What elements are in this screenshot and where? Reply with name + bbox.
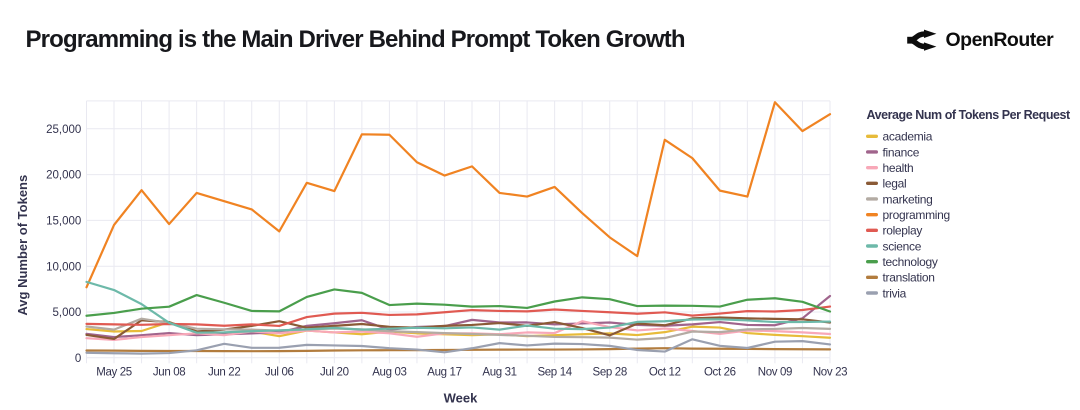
svg-text:marketing: marketing: [883, 192, 933, 206]
svg-text:academia: academia: [883, 130, 933, 144]
svg-text:Jun 22: Jun 22: [208, 366, 240, 378]
svg-text:Oct 12: Oct 12: [649, 366, 681, 378]
svg-text:May 25: May 25: [96, 366, 132, 378]
svg-text:translation: translation: [883, 271, 935, 285]
svg-text:Aug 17: Aug 17: [427, 366, 461, 378]
svg-text:15,000: 15,000: [46, 216, 81, 228]
svg-text:legal: legal: [883, 177, 907, 191]
svg-text:programming: programming: [883, 208, 950, 222]
svg-text:25,000: 25,000: [46, 124, 81, 136]
svg-text:technology: technology: [883, 255, 938, 269]
svg-text:20,000: 20,000: [46, 170, 81, 182]
svg-text:Jun 08: Jun 08: [153, 366, 185, 378]
svg-text:Sep 14: Sep 14: [537, 366, 572, 378]
svg-text:10,000: 10,000: [46, 261, 81, 273]
svg-text:roleplay: roleplay: [883, 224, 923, 238]
svg-text:Sep 28: Sep 28: [593, 366, 627, 378]
svg-text:Aug 31: Aug 31: [482, 366, 516, 378]
svg-text:Average Num of Tokens Per Requ: Average Num of Tokens Per Request: [867, 108, 1072, 122]
svg-text:Nov 09: Nov 09: [758, 366, 792, 378]
svg-text:Jul 20: Jul 20: [320, 366, 349, 378]
svg-text:Oct 26: Oct 26: [704, 366, 736, 378]
svg-text:finance: finance: [883, 145, 920, 159]
svg-text:0: 0: [75, 353, 81, 365]
svg-text:5,000: 5,000: [53, 307, 82, 319]
svg-text:Aug 03: Aug 03: [372, 366, 406, 378]
svg-text:science: science: [883, 239, 922, 253]
svg-text:trivia: trivia: [883, 286, 907, 300]
svg-text:Avg Number of Tokens: Avg Number of Tokens: [15, 175, 30, 316]
svg-text:Week: Week: [444, 391, 478, 406]
svg-text:Nov 23: Nov 23: [813, 366, 847, 378]
svg-text:health: health: [883, 161, 914, 175]
svg-text:Jul 06: Jul 06: [265, 366, 294, 378]
